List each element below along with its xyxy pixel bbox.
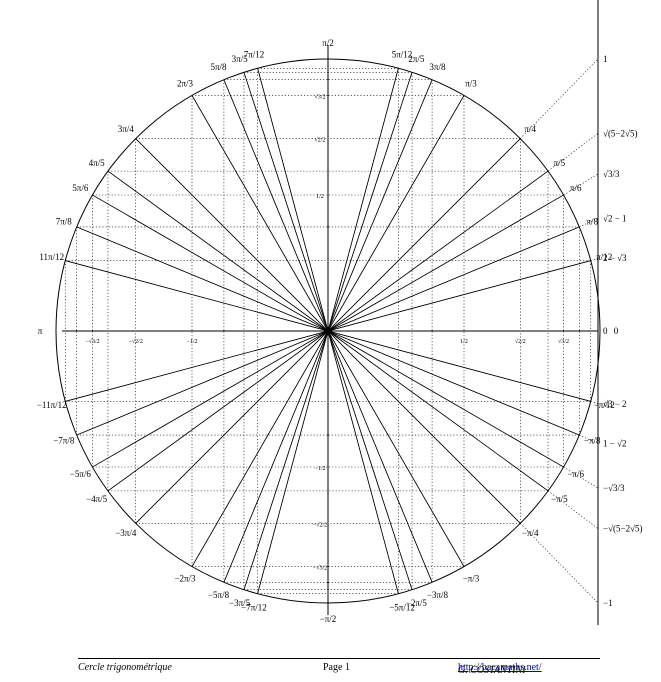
angle-label-minus-pi-over-8: −π/8 (584, 435, 601, 445)
angle-label-minus-5pi-over-8: −5π/8 (208, 590, 230, 600)
tangent-leader-minus-3-over-3 (563, 466, 599, 489)
tangent-leader-3minus-2 (590, 401, 599, 405)
angle-label-7pi-over-12: 7π/12 (244, 50, 265, 60)
angle-label-minus-3pi-over-8: −3π/8 (427, 590, 449, 600)
tangent-value-1minus-2: 1 − √2 (603, 439, 627, 449)
tangent-value-5minus-25: √(5−2√5) (603, 128, 637, 138)
page-footer: Cercle trigonométrique Page 1 G. COSTANT… (78, 658, 600, 676)
y-axis-value-minus-1-over-2: −1/2 (314, 466, 325, 472)
tangent-leaders (520, 58, 599, 604)
angle-labels: 0 π/12 π/8 π/6 π/5 π/4 π/3 3π/8 2π/55π/12 π/2 7π/1… (37, 38, 619, 624)
angle-label-pi-over-3: π/3 (465, 78, 477, 88)
angle-label-minus-3pi-over-4: −3π/4 (115, 528, 137, 538)
x-axis-value-minus-2-over-2: −√2/2 (128, 338, 142, 345)
y-axis-value-3-over-2: √3/2 (315, 93, 326, 100)
angle-label-2pi-over-5: 2π/5 (408, 54, 425, 64)
angle-label-minus-pi-over-4: −π/4 (522, 528, 539, 538)
angle-label-5pi-over-8: 5π/8 (211, 62, 228, 72)
tangent-value-3-over-3: √3/3 (603, 169, 620, 179)
angle-label-pi-over-8: π/8 (586, 217, 598, 227)
tangent-leader-minus-5minus-25 (547, 490, 599, 529)
footer-url-link[interactable]: http://bacamaths.net/ (458, 662, 542, 673)
angle-label-3pi-over-5: 3π/5 (232, 54, 249, 64)
tangent-value-0: 0 (603, 326, 608, 336)
footer-author: G. COSTANTINI http://bacamaths.net/ (458, 662, 542, 676)
projection-lines (64, 67, 592, 595)
angle-label-5pi-over-12: 5π/12 (392, 50, 413, 60)
angle-label-pi-over-4: π/4 (524, 124, 536, 134)
angle-label-11pi-over-12: 11π/12 (39, 252, 64, 262)
angle-label-minus-11pi-over-12: −11π/12 (37, 400, 67, 410)
tangent-value-minus-3-over-3: −√3/3 (603, 483, 625, 493)
angle-label-pi: π (38, 326, 43, 336)
tangent-leader-2minus-3 (590, 257, 599, 261)
angle-label-minus-2pi-over-5: −2π/5 (406, 598, 428, 608)
tangent-leader-1minus-2 (579, 434, 599, 444)
angle-label-3pi-over-4: 3π/4 (118, 124, 135, 134)
angle-label-7pi-over-8: 7π/8 (56, 217, 73, 227)
y-axis-value-1-over-2: 1/2 (316, 194, 324, 200)
angle-label-2pi-over-3: 2π/3 (177, 78, 194, 88)
x-axis-value-minus-3-over-2: −√3/2 (85, 338, 99, 345)
angle-label-minus-7pi-over-12: −7π/12 (241, 602, 267, 612)
angle-label-minus-3pi-over-5: −3π/5 (229, 598, 251, 608)
x-axis-value-minus-1-over-2: −1/2 (186, 339, 197, 345)
angle-label-pi-over-2: π/2 (322, 38, 334, 48)
tangent-leader-3-over-3 (563, 173, 599, 196)
angle-label-minus-pi-over-6: −π/6 (567, 469, 584, 479)
tangent-value-2minus-1: √2 − 1 (603, 213, 627, 223)
tangent-leader-5minus-25 (547, 133, 599, 172)
y-axis-value-2-over-2: √2/2 (315, 137, 326, 144)
tangent-value-1: 1 (603, 54, 608, 64)
axis-value-labels: 1/2 √2/2 √3/2 −1/2 −√2/2 −√3/2 1/2 √2/2 √3/2 −1/2… (85, 93, 569, 571)
x-axis-value-2-over-2: √2/2 (515, 338, 526, 345)
tangent-value-minus-5minus-25: −√(5−2√5) (603, 524, 643, 534)
angle-label-minus-4pi-over-5: −4π/5 (86, 494, 108, 504)
angle-label-4pi-over-5: 4π/5 (89, 158, 106, 168)
x-axis-value-1-over-2: 1/2 (460, 339, 468, 345)
angle-label-minus-pi-over-2: −π/2 (320, 614, 337, 624)
y-axis-value-minus-3-over-2: −√3/2 (313, 565, 327, 572)
angle-label-minus-2pi-over-3: −2π/3 (174, 574, 196, 584)
angle-label-minus-5pi-over-12: −5π/12 (389, 602, 415, 612)
tangent-value-minus-1: −1 (603, 598, 613, 608)
footer-page-number: Page 1 (323, 662, 350, 673)
tangent-value-labels: 1 √(5−2√5) √3/3 √2 − 1 2 − √3 0 √3 − 2 1 − √2 −√… (603, 54, 643, 608)
angle-label-minus-pi-over-5: −π/5 (551, 494, 568, 504)
angle-label-3pi-over-8: 3π/8 (429, 62, 446, 72)
angle-label-5pi-over-6: 5π/6 (72, 183, 89, 193)
angle-label-minus-pi-over-3: −π/3 (463, 574, 480, 584)
angle-label-0: 0 (614, 326, 619, 336)
y-axis-value-minus-2-over-2: −√2/2 (313, 521, 327, 528)
angle-label-minus-pi-over-12: −π/12 (594, 400, 615, 410)
footer-title: Cercle trigonométrique (78, 662, 172, 673)
angle-label-pi-over-5: π/5 (554, 158, 566, 168)
tangent-value-2minus-3: 2 − √3 (603, 253, 627, 263)
angle-label-pi-over-12: π/12 (596, 252, 612, 262)
angle-label-pi-over-6: π/6 (570, 183, 582, 193)
tangent-leader-2minus-1 (579, 218, 599, 228)
tangent-value-3minus-2: √3 − 2 (603, 399, 627, 409)
footer-author-name: G. COSTANTINI (458, 665, 526, 676)
x-axis-value-3-over-2: √3/2 (558, 338, 569, 345)
angle-label-minus-5pi-over-6: −5π/6 (70, 469, 92, 479)
angle-label-minus-7pi-over-8: −7π/8 (53, 435, 75, 445)
